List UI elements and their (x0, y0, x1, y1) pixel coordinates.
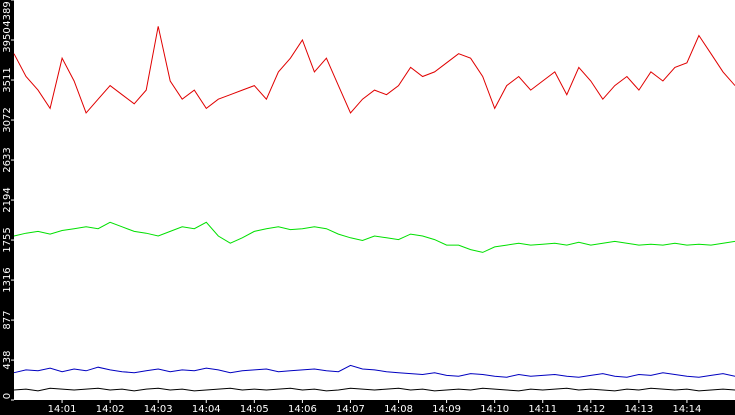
y-tick-label: 4389 (2, 1, 13, 26)
y-tick-label: 3072 (2, 107, 13, 132)
x-axis-strip (0, 400, 735, 415)
x-tick-label: 14:05 (240, 404, 269, 415)
x-tick-label: 14:10 (480, 404, 509, 415)
x-tick-label: 14:08 (384, 404, 413, 415)
x-tick-label: 14:02 (96, 404, 125, 415)
x-tick-label: 14:11 (528, 404, 557, 415)
x-tick-label: 14:06 (288, 404, 317, 415)
y-tick-label: 2633 (2, 147, 13, 172)
series-line (13, 364, 735, 378)
y-tick-label: 2194 (2, 187, 13, 212)
series-line (13, 26, 735, 114)
y-tick-label: 0 (2, 393, 13, 399)
y-axis-strip (0, 0, 14, 415)
x-tick-label: 14:04 (192, 404, 221, 415)
series-line (13, 387, 735, 392)
y-tick-label: 3511 (2, 67, 13, 92)
x-tick-label: 14:07 (336, 404, 365, 415)
y-tick-label: 438 (2, 351, 13, 370)
x-tick-label: 14:12 (576, 404, 605, 415)
y-tick-label: 1316 (2, 267, 13, 292)
x-tick-label: 14:01 (48, 404, 77, 415)
y-tick-label: 877 (2, 311, 13, 330)
series-line (13, 221, 735, 253)
x-tick-label: 14:03 (144, 404, 173, 415)
y-tick-label: 3950 (2, 27, 13, 52)
x-tick-label: 14:09 (432, 404, 461, 415)
x-tick-label: 14:14 (673, 404, 702, 415)
x-tick-label: 14:13 (624, 404, 653, 415)
y-tick-label: 1755 (2, 227, 13, 252)
